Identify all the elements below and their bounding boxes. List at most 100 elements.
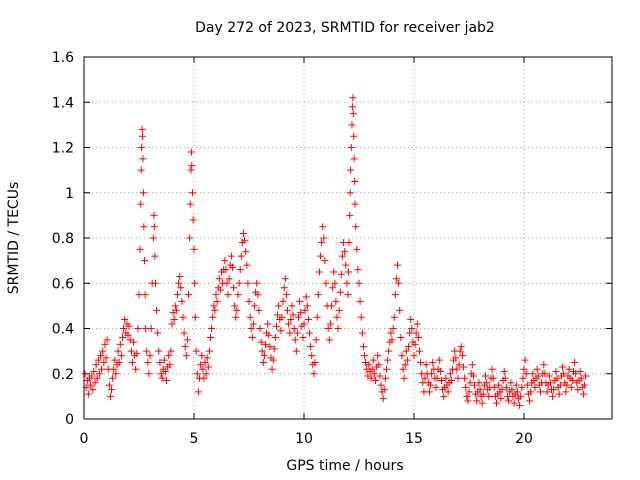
data-point [485, 392, 493, 400]
data-point [543, 388, 551, 396]
data-point [242, 248, 250, 256]
data-point [479, 390, 487, 398]
data-point [376, 372, 384, 380]
data-point [269, 356, 277, 364]
data-point [512, 381, 520, 389]
data-point [235, 279, 243, 287]
data-point [117, 352, 125, 360]
data-point [103, 336, 111, 344]
data-point [299, 334, 307, 342]
data-point [537, 388, 544, 396]
data-point [175, 279, 183, 287]
data-point [130, 338, 137, 346]
data-point [495, 381, 503, 389]
data-point [398, 352, 406, 360]
data-point [227, 252, 235, 260]
data-point [200, 374, 208, 382]
data-point [513, 388, 521, 396]
data-point [188, 162, 196, 170]
data-point [171, 302, 179, 310]
data-point [284, 306, 291, 314]
data-point [287, 315, 295, 323]
data-point [259, 358, 267, 366]
data-point [432, 383, 440, 391]
data-point [153, 306, 161, 314]
data-point [125, 322, 133, 330]
data-point [425, 388, 433, 396]
data-point [225, 275, 233, 283]
data-point [546, 379, 554, 387]
data-point [343, 279, 351, 287]
data-point [522, 370, 530, 378]
data-point [577, 374, 585, 382]
data-point [435, 356, 443, 364]
data-point [236, 266, 244, 274]
data-point [312, 336, 320, 344]
data-point [394, 261, 401, 269]
data-point [112, 370, 120, 378]
data-point [89, 386, 97, 394]
data-point [270, 345, 278, 353]
data-point [346, 189, 354, 197]
y-tick-label: 1 [65, 186, 74, 202]
data-point [414, 334, 422, 342]
data-point [314, 291, 322, 299]
data-point [422, 361, 430, 369]
data-point [429, 358, 437, 366]
y-tick-label: 1.6 [52, 50, 74, 66]
tick-layer: 0 0.2 0.4 0.6 0.8 1 1.2 1.4 1.6 0 5 10 15 20 [52, 50, 612, 447]
data-point [167, 347, 175, 355]
data-point [526, 397, 533, 405]
data-point [237, 252, 245, 260]
data-point [421, 374, 429, 382]
data-point [454, 374, 462, 382]
data-point [385, 347, 393, 355]
data-point [324, 325, 332, 332]
data-point [349, 94, 357, 102]
data-point [189, 216, 197, 224]
data-point [579, 390, 587, 398]
data-point [523, 381, 531, 389]
data-point [161, 367, 169, 375]
data-point [139, 155, 147, 163]
data-point [262, 340, 269, 348]
data-point [508, 386, 516, 394]
data-point [397, 334, 405, 342]
data-point [406, 329, 414, 337]
data-point [136, 245, 144, 253]
x-tick-label: 20 [515, 431, 533, 447]
data-point [563, 381, 571, 389]
data-point [188, 189, 196, 197]
data-point [374, 352, 382, 360]
data-point [145, 370, 153, 378]
data-point [108, 386, 115, 394]
data-point [281, 275, 289, 283]
data-point [119, 334, 126, 342]
data-point [493, 399, 500, 407]
data-point [308, 352, 316, 360]
data-point [191, 279, 199, 287]
data-point [248, 334, 256, 342]
x-tick-label: 10 [295, 431, 313, 447]
data-point [462, 383, 470, 391]
data-point [582, 372, 590, 380]
data-point [176, 272, 184, 280]
data-point [271, 334, 279, 342]
data-point [531, 383, 539, 391]
data-point [95, 370, 103, 378]
data-point [347, 144, 355, 151]
data-point [344, 268, 352, 276]
data-point [396, 306, 404, 314]
data-point [567, 383, 575, 391]
data-point [392, 275, 400, 283]
data-point [520, 365, 528, 373]
data-point [199, 365, 207, 373]
data-point [304, 315, 312, 323]
data-point [300, 320, 308, 328]
data-point [289, 311, 297, 319]
data-point [212, 291, 220, 299]
data-point [372, 377, 379, 385]
data-point [120, 325, 128, 332]
data-point [180, 329, 188, 337]
data-point [247, 325, 255, 332]
